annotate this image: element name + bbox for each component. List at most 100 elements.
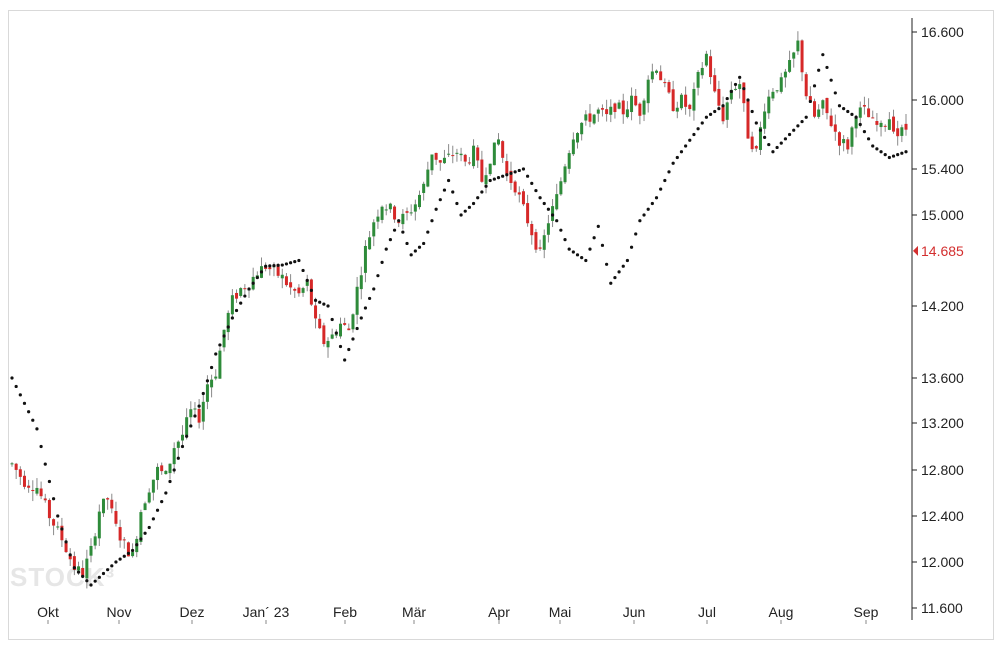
candle <box>422 181 426 201</box>
sar-dot <box>692 132 696 137</box>
sar-dot <box>31 418 35 422</box>
sar-dot <box>343 358 347 362</box>
candle <box>480 150 484 183</box>
sar-dot <box>696 127 700 131</box>
candle <box>497 133 501 146</box>
sar-dot <box>176 456 180 460</box>
sar-dot <box>846 109 850 114</box>
sar-dot <box>380 260 384 264</box>
candle <box>842 135 846 152</box>
chart-frame <box>8 10 994 640</box>
sar-dot <box>60 527 64 531</box>
candle <box>738 79 742 99</box>
candle-body <box>318 318 322 329</box>
candle-body <box>22 475 26 487</box>
sar-dot <box>14 384 18 389</box>
y-axis: 16.600 16.000 15.400 15.000 14.200 13.600 13.2… <box>911 18 964 620</box>
sar-dot <box>467 205 471 209</box>
candle <box>896 120 900 146</box>
candle <box>43 493 47 503</box>
candle-body <box>355 286 359 315</box>
candle <box>551 199 555 228</box>
sar-dot <box>56 514 60 518</box>
sar-dot <box>779 141 783 145</box>
candle-body <box>580 122 584 135</box>
candle-body <box>513 181 517 193</box>
candle <box>118 519 122 548</box>
candle <box>110 493 114 514</box>
candle-body <box>904 123 908 130</box>
candle-body <box>205 384 209 402</box>
sar-dot <box>347 347 351 352</box>
candle-body <box>833 124 837 132</box>
y-tick-label: 13.600 <box>921 370 964 386</box>
candle <box>56 521 60 530</box>
candle-body <box>804 74 808 97</box>
candle <box>538 239 542 251</box>
candle <box>368 230 372 250</box>
candle-body <box>521 191 525 205</box>
candle <box>576 132 580 149</box>
sar-dot <box>318 300 322 304</box>
sar-dot <box>476 196 480 200</box>
candle <box>792 51 796 68</box>
candle-body <box>143 503 147 511</box>
sar-dot <box>600 243 605 247</box>
y-tick-label: 12.000 <box>921 554 964 570</box>
sar-dot <box>243 294 247 298</box>
candle-body <box>842 139 846 144</box>
candle <box>156 463 160 490</box>
candle <box>821 99 825 116</box>
candle <box>521 188 525 207</box>
sar-dot <box>684 144 688 148</box>
candle-body <box>509 170 513 183</box>
sar-dot <box>588 247 592 251</box>
sar-dot <box>218 343 222 347</box>
candle <box>301 286 305 297</box>
sar-dot <box>288 261 293 265</box>
candle-body <box>796 40 800 52</box>
candle-body <box>442 157 446 164</box>
candle-body <box>35 487 39 494</box>
candle-body <box>717 88 721 106</box>
sar-dot <box>721 104 725 108</box>
sar-dot <box>322 302 326 306</box>
candle-body <box>122 539 126 541</box>
sar-dot <box>650 201 654 206</box>
candle-body <box>659 71 663 81</box>
sar-dot <box>234 308 239 313</box>
candle <box>704 50 708 68</box>
sar-dot <box>193 414 197 418</box>
candle <box>767 89 771 119</box>
candle-body <box>451 155 455 157</box>
candle <box>879 120 883 137</box>
sar-dot <box>122 554 126 558</box>
candle-body <box>97 511 101 539</box>
sar-dot <box>442 188 447 192</box>
candle <box>808 86 812 101</box>
candle <box>788 50 792 74</box>
sar-dot <box>642 213 646 217</box>
candle-body <box>871 117 875 119</box>
candle-body <box>368 237 372 250</box>
candle-body <box>268 267 272 270</box>
candle-body <box>517 192 521 195</box>
sar-dot <box>800 119 804 124</box>
candle-body <box>193 408 197 410</box>
candle <box>447 144 451 157</box>
candle-body <box>72 556 76 570</box>
candle-body <box>305 280 309 286</box>
sar-dot <box>255 275 259 280</box>
candle <box>376 209 380 229</box>
sar-dot <box>305 278 309 283</box>
candle-body <box>156 466 160 481</box>
sar-dot <box>521 167 526 171</box>
sar-dot <box>904 150 908 154</box>
x-tick-label: Feb <box>333 604 357 620</box>
candle-body <box>721 105 725 122</box>
x-tick-label: Mai <box>549 604 572 620</box>
sar-dot <box>27 410 31 414</box>
sar-dot <box>301 268 305 273</box>
candle <box>359 266 363 300</box>
